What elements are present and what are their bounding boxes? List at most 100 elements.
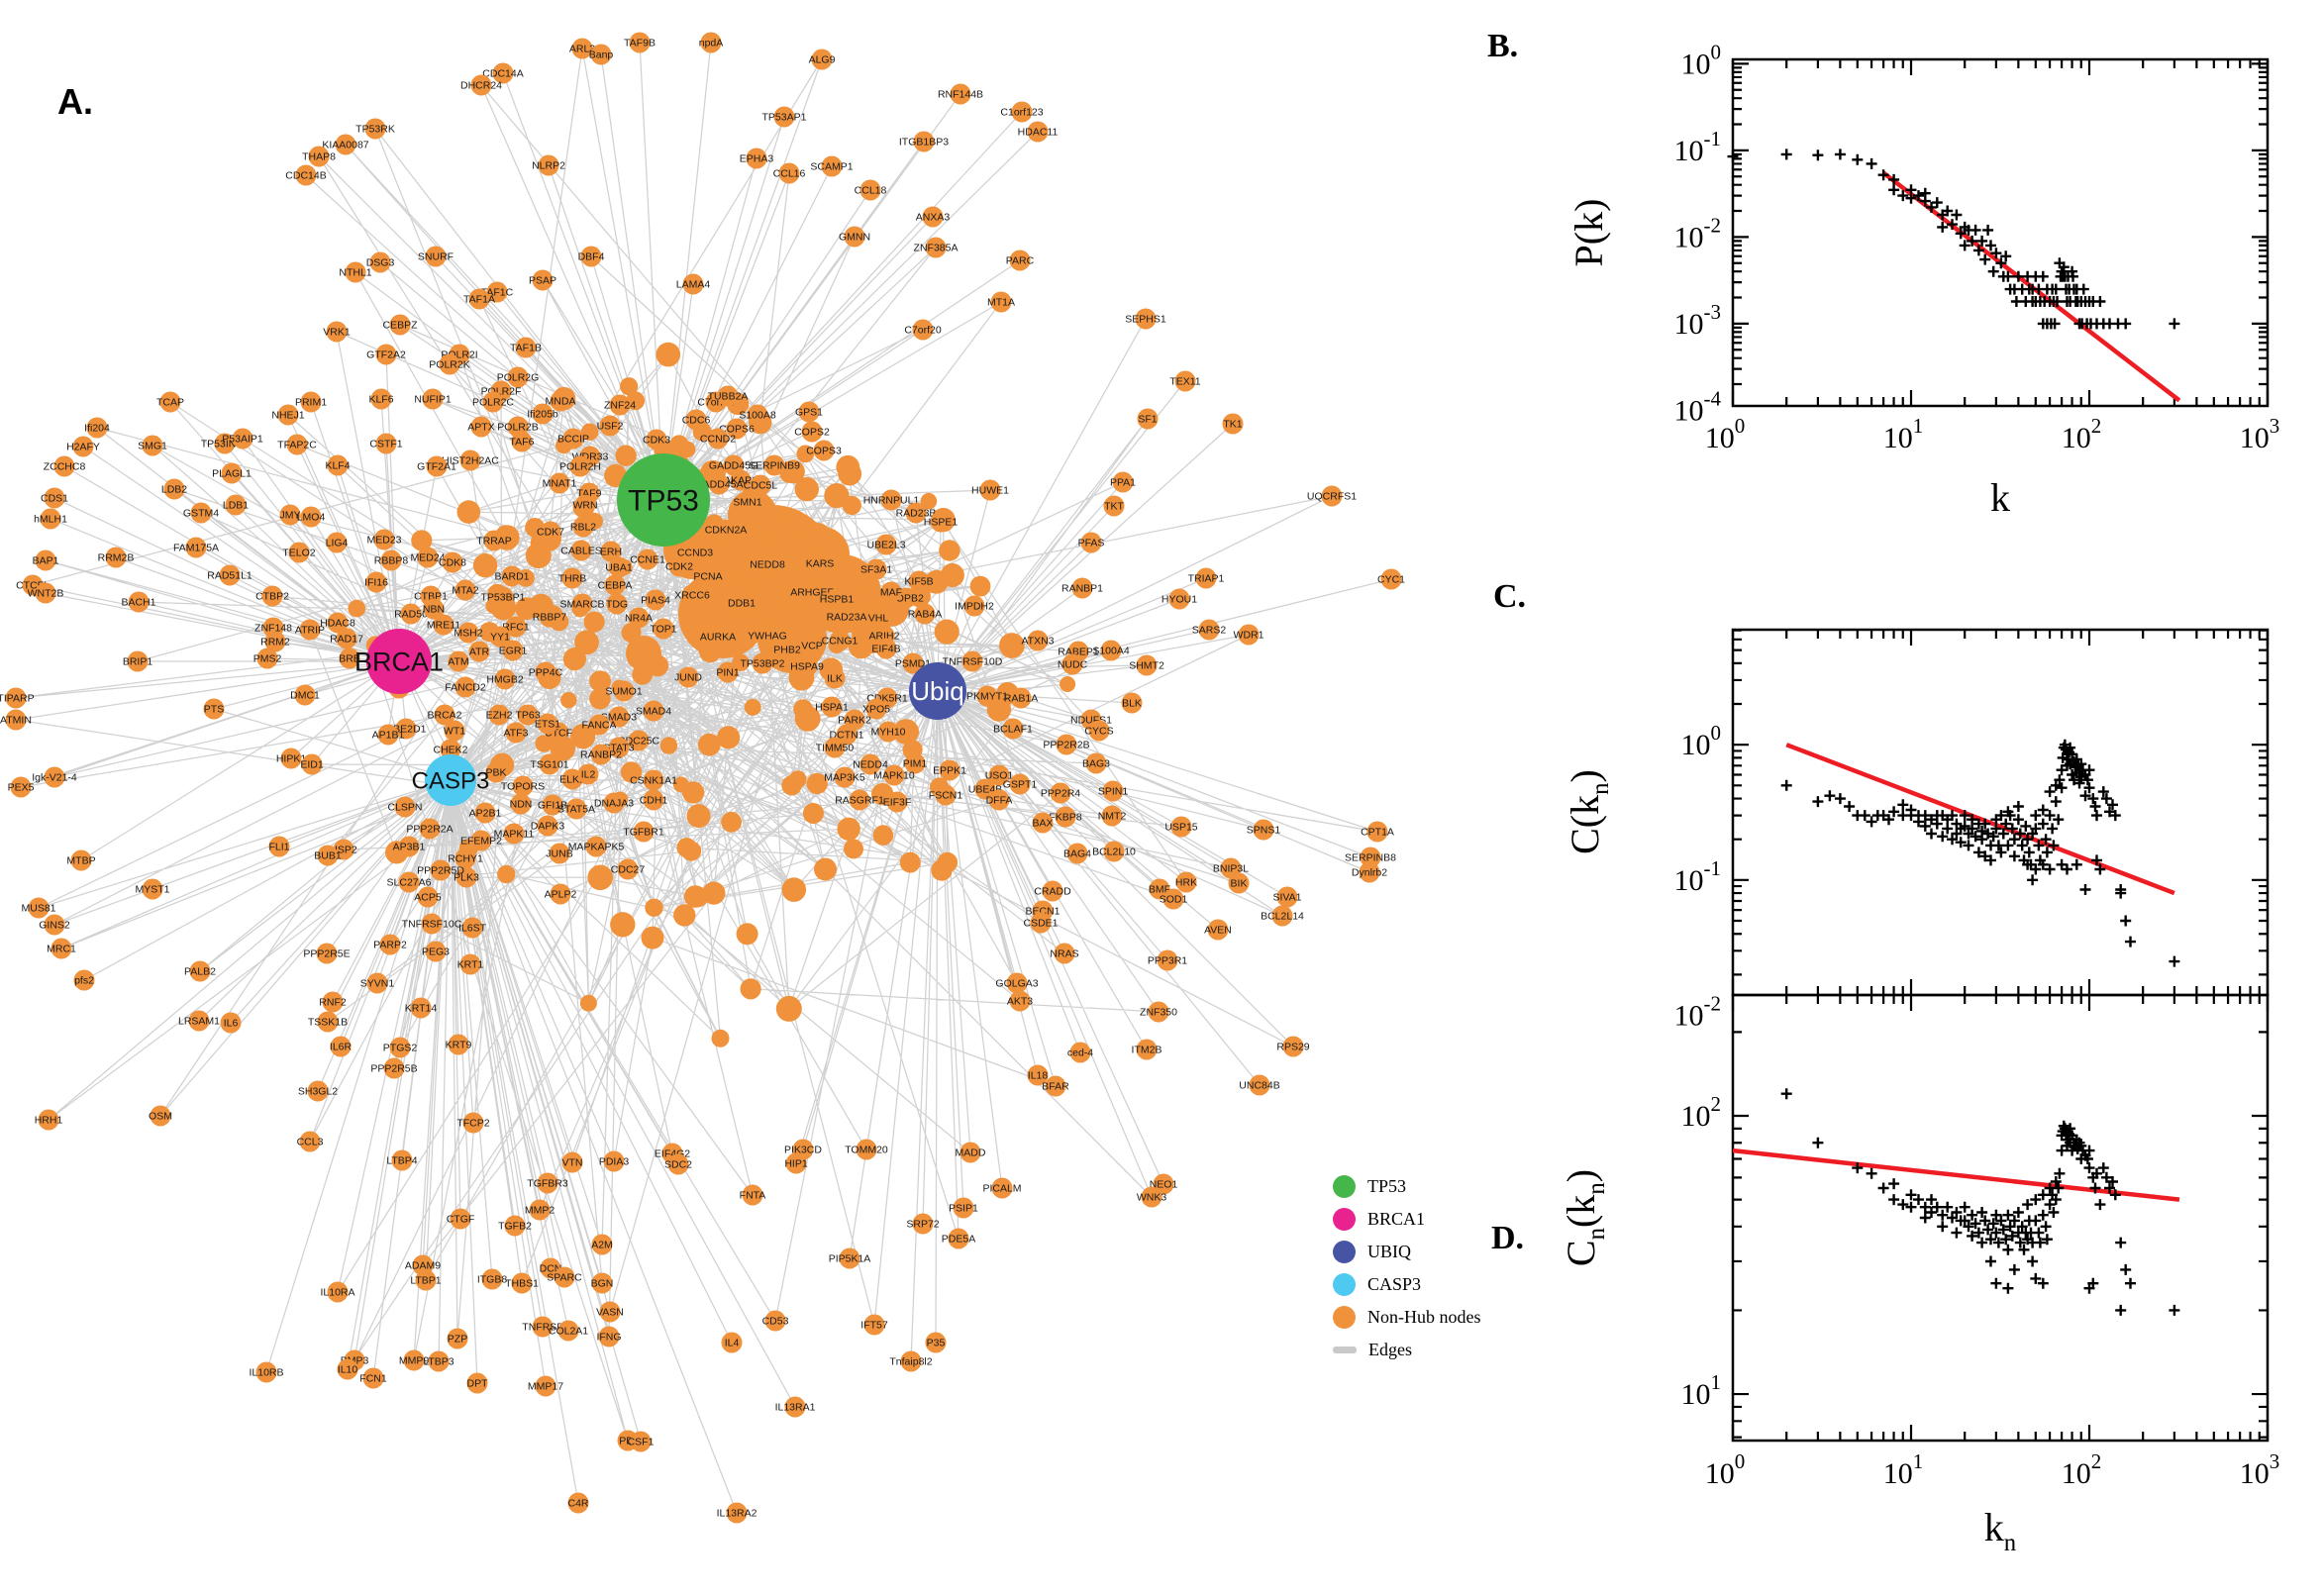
nonhub-node [1253, 819, 1274, 841]
node-label: EPPK1 [933, 765, 966, 777]
node-label: BAP1 [33, 555, 59, 567]
node-label: BACH1 [121, 597, 155, 609]
nonhub-node [1060, 676, 1076, 692]
node-label: TDG [606, 599, 628, 611]
node-label: ETS1 [535, 719, 560, 731]
nonhub-node [811, 49, 833, 70]
nonhub-node [561, 567, 583, 589]
nonhub-node [773, 106, 795, 128]
nonhub-node [579, 994, 597, 1012]
nonhub-node [375, 433, 397, 454]
nonhub-node [1380, 568, 1402, 590]
nonhub-node [565, 798, 587, 820]
nonhub-node [721, 811, 742, 833]
node-label: CSTF1 [369, 439, 402, 450]
nonhub-node [286, 434, 308, 455]
tick-label: 103 [2240, 414, 2280, 454]
node-label: EID1 [300, 759, 324, 771]
nonhub-node [1002, 718, 1024, 740]
node-label: TOMM20 [845, 1145, 888, 1156]
nonhub-node [589, 670, 611, 692]
nonhub-node [539, 753, 560, 775]
node-label: USP15 [1164, 822, 1197, 834]
node-label: ACP5 [414, 892, 442, 904]
node-label: PLK3 [454, 872, 479, 884]
nonhub-node [804, 581, 826, 603]
node-label: CPT1A [1361, 827, 1394, 839]
nonhub-node [1195, 567, 1217, 589]
nonhub-node [867, 607, 889, 629]
node-label: pfs2 [74, 975, 94, 987]
tick-label: 102 [2062, 414, 2102, 454]
node-label: HDAC11 [1018, 127, 1059, 139]
nonhub-swatch-icon [1333, 1306, 1356, 1329]
node-label: BRIP1 [123, 656, 153, 668]
node-label: RRM2 [260, 637, 290, 648]
node-label: CDS1 [41, 493, 68, 505]
node-label: IL10 [338, 1364, 358, 1376]
node-label: WRN [572, 500, 597, 512]
nonhub-node [316, 943, 338, 964]
nonhub-node [362, 1367, 384, 1389]
node-label: VHL [868, 613, 889, 625]
node-label: ATXN3 [1021, 636, 1054, 648]
nonhub-node [615, 445, 637, 466]
node-label: TGFB2 [498, 1221, 532, 1233]
nonhub-node [757, 625, 778, 647]
nonhub-node [778, 162, 800, 184]
nonhub-node [535, 661, 556, 683]
nonhub-node [779, 464, 799, 483]
nonhub-node [492, 586, 514, 608]
nonhub-node [333, 839, 354, 860]
nonhub-node [550, 883, 571, 905]
nonhub-node [937, 851, 959, 873]
node-label: GMNN [839, 232, 870, 244]
nonhub-node [925, 237, 947, 258]
nonhub-node [425, 246, 447, 267]
node-label: P35 [927, 1338, 946, 1349]
nonhub-node [299, 1131, 321, 1152]
nonhub-node [1061, 653, 1083, 675]
node-label: DHCR24 [460, 80, 502, 92]
node-label: TSG101 [530, 759, 568, 771]
node-label: BAX [1032, 818, 1053, 830]
nonhub-node [426, 455, 448, 477]
nonhub-node [470, 830, 492, 851]
nonhub-node [788, 770, 807, 789]
node-label: MAF [880, 587, 902, 599]
legend-label: Edges [1368, 1340, 1412, 1359]
nonhub-node [839, 1247, 860, 1269]
legend-item-edges: Edges [1333, 1334, 1481, 1366]
nonhub-node [511, 431, 533, 452]
nonhub-node [1103, 841, 1125, 862]
node-label: IL2 [581, 769, 596, 781]
nonhub-node [255, 1361, 277, 1383]
node-label: CABLES [560, 546, 601, 557]
tick-label: 101 [1883, 1449, 1924, 1490]
node-label: GSPT1 [1003, 779, 1038, 791]
node-label: SF1 [1138, 414, 1157, 426]
nonhub-node [472, 552, 498, 578]
nonhub-node [474, 802, 496, 824]
node-label: DAPK3 [531, 821, 565, 833]
nonhub-node [583, 611, 605, 633]
node-label: CDC14B [285, 170, 326, 182]
node-label: NUDC [1058, 659, 1088, 671]
node-label: A2M [591, 1240, 613, 1251]
node-label: HRH1 [35, 1115, 63, 1127]
nonhub-node [643, 789, 664, 811]
nonhub-node [589, 688, 611, 710]
node-label: PIK3CD [784, 1145, 822, 1156]
node-label: TUBB2A [708, 391, 749, 403]
nonhub-node [450, 1208, 471, 1230]
node-label: CDK7 [537, 527, 564, 539]
node-label: AP2B1 [469, 808, 502, 820]
node-label: WNK3 [1137, 1192, 1166, 1204]
nonhub-node [925, 1332, 947, 1353]
panel-b-label: B. [1487, 28, 1519, 64]
node-label: MMP2 [525, 1205, 555, 1217]
nonhub-node [599, 415, 621, 437]
node-label: IMPDH2 [955, 601, 994, 613]
node-label: NLRP2 [532, 160, 565, 172]
node-label: CCL3 [297, 1137, 324, 1148]
